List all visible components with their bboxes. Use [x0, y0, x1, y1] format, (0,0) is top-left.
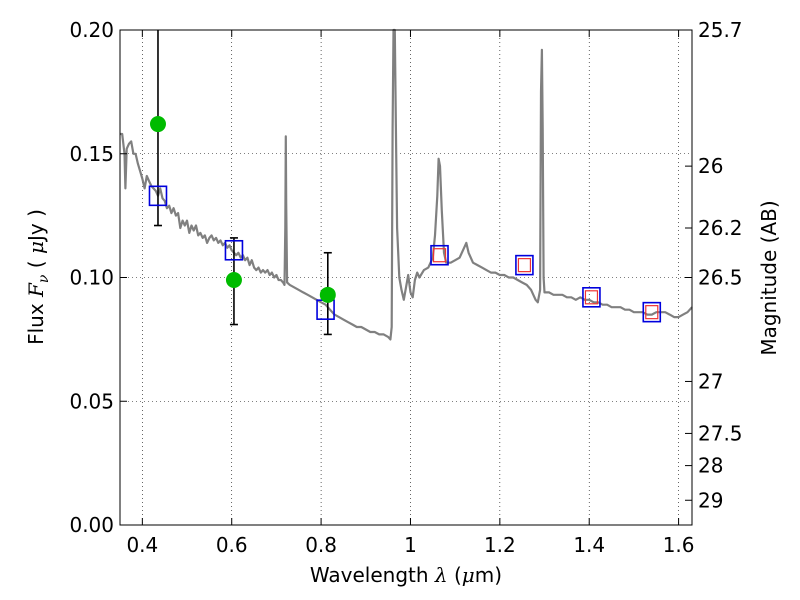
x-tick-label: 1: [404, 533, 417, 557]
model-photometry-square: [224, 239, 244, 261]
x-tick-label: 1.2: [484, 533, 516, 557]
y-tick-label: 0.05: [69, 389, 114, 413]
axis-ticks: 0.4 0.6 0.8 1 1.2 1.4 1.6 0.00 0.05 0.10 0.15 0.20 2…: [69, 18, 742, 557]
x-tick-label: 1.6: [663, 533, 695, 557]
x-axis-title: Wavelength λ (μm): [310, 563, 502, 587]
y2-tick-label: 27.5: [698, 421, 743, 445]
y2-tick-label: 27: [698, 369, 723, 393]
marker-layer: [148, 116, 662, 323]
observed-point: [319, 286, 336, 303]
y2-tick-label: 26.5: [698, 266, 743, 290]
inner-photometry-square: [517, 258, 532, 273]
model-photometry-square: [148, 185, 168, 207]
model-photometry-square: [582, 286, 601, 308]
y2-axis-title: Magnitude (AB): [757, 200, 781, 355]
model-photometry-square: [642, 301, 662, 323]
observed-point: [225, 271, 242, 288]
model-photometry-square: [430, 244, 449, 266]
model-spectrum-line: [120, 28, 693, 341]
model-spectrum-layer: [120, 28, 693, 341]
y2-tick-label: 25.7: [698, 18, 743, 42]
y-tick-label: 0.15: [69, 142, 114, 166]
x-tick-label: 1.4: [573, 533, 605, 557]
x-tick-label: 0.6: [216, 533, 248, 557]
grid-lines: [120, 30, 692, 525]
observed-point: [149, 116, 166, 133]
y-tick-label: 0.00: [69, 513, 114, 537]
y2-tick-label: 26.2: [698, 216, 743, 240]
inner-photometry-square: [432, 248, 447, 263]
inner-photometry-square: [584, 290, 599, 305]
y-tick-label: 0.20: [69, 18, 114, 42]
inner-photometry-square: [645, 305, 659, 320]
x-tick-label: 0.4: [126, 533, 158, 557]
y2-tick-label: 26: [698, 154, 723, 178]
y-axis-title: Flux Fν ( μJy ): [24, 209, 52, 345]
y-tick-label: 0.10: [69, 266, 114, 290]
y2-tick-label: 28: [698, 454, 723, 478]
y2-tick-label: 29: [698, 488, 723, 512]
x-tick-label: 0.8: [305, 533, 337, 557]
model-photometry-square: [515, 254, 534, 276]
